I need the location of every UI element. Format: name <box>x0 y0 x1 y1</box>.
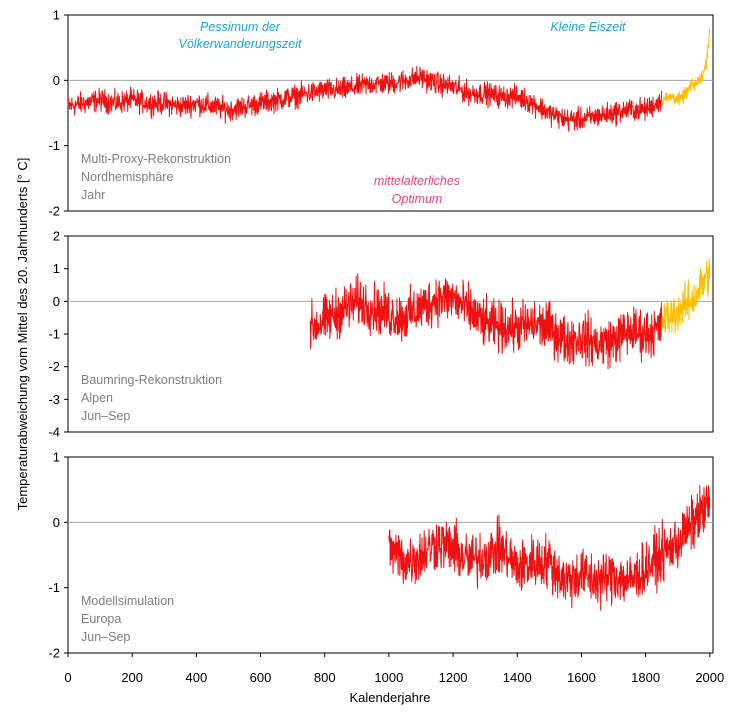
x-tick-label: 1800 <box>631 670 660 685</box>
panel-label-line3: Jun–Sep <box>81 630 130 644</box>
x-axis-label: Kalenderjahre <box>350 690 431 705</box>
annotation-optimum-line1: mittelalterliches <box>374 174 460 188</box>
panel-label-line3: Jahr <box>81 188 105 202</box>
series-group <box>67 29 711 132</box>
y-tick-label: -2 <box>48 359 60 374</box>
y-tick-labels: 1 0 -1 -2 <box>48 450 68 661</box>
panel-multi-proxy: 1 0 -1 -2 Multi-Proxy-Rekonstruktion Nordhe… <box>48 8 714 219</box>
x-tick-label: 1400 <box>503 670 532 685</box>
panel-label-line2: Nordhemisphäre <box>81 170 173 184</box>
panel-label-line2: Europa <box>81 612 121 626</box>
annotation-kleine-eiszeit: Kleine Eiszeit <box>550 20 626 34</box>
x-tick-label: 1600 <box>567 670 596 685</box>
annotation-optimum-line2: Optimum <box>392 192 443 206</box>
x-tick-label: 1000 <box>374 670 403 685</box>
y-tick-labels: 2 1 0 -1 -2 -3 -4 <box>48 229 68 440</box>
y-tick-label: -4 <box>48 425 60 440</box>
x-tick-label: 2000 <box>695 670 724 685</box>
y-axis-label: Temperaturabweichung vom Mittel des 20. … <box>15 158 30 511</box>
x-tick-label: 800 <box>314 670 336 685</box>
x-tick-label: 1200 <box>439 670 468 685</box>
y-tick-label: 0 <box>53 515 60 530</box>
annotation-pessimum-line1: Pessimum der <box>200 20 281 34</box>
y-tick-label: 0 <box>53 73 60 88</box>
y-tick-label: -3 <box>48 392 60 407</box>
y-tick-label: -1 <box>48 138 60 153</box>
panel-label-line1: Modellsimulation <box>81 594 174 608</box>
x-axis-ticks: 0 200 400 600 800 1000 1200 1400 1600 1800 2000 <box>64 653 724 685</box>
panel-frame <box>67 14 714 212</box>
x-tick-label: 400 <box>186 670 208 685</box>
panel-label-line2: Alpen <box>81 391 113 405</box>
annotation-pessimum-line2: Völkerwanderungszeit <box>179 37 303 51</box>
panel-model-simulation: 1 0 -1 -2 Modellsimulation Europa Jun–Sep <box>48 450 714 661</box>
panel-tree-ring: 2 1 0 -1 -2 -3 -4 Baumring-Rekonstruktion Alpe… <box>48 229 714 440</box>
x-tick-label: 0 <box>64 670 71 685</box>
y-tick-labels: 1 0 -1 -2 <box>48 8 68 219</box>
y-tick-label: 1 <box>53 261 60 276</box>
series-line-instrumental <box>661 29 711 106</box>
y-tick-label: -2 <box>48 204 60 219</box>
y-tick-label: -2 <box>48 646 60 661</box>
series-line-reconstruction <box>388 485 711 611</box>
series-group <box>388 485 711 611</box>
y-tick-label: 0 <box>53 294 60 309</box>
y-tick-label: -1 <box>48 327 60 342</box>
series-line-instrumental <box>661 258 711 334</box>
panel-label-line1: Baumring-Rekonstruktion <box>81 373 222 387</box>
y-tick-label: -1 <box>48 580 60 595</box>
panel-frame <box>67 456 714 654</box>
x-tick-label: 600 <box>250 670 272 685</box>
series-line-reconstruction <box>309 272 663 370</box>
series-group <box>309 258 711 370</box>
y-tick-label: 2 <box>53 229 60 244</box>
x-tick-label: 200 <box>121 670 143 685</box>
y-tick-label: 1 <box>53 450 60 465</box>
y-tick-label: 1 <box>53 8 60 23</box>
panel-label-line1: Multi-Proxy-Rekonstruktion <box>81 152 231 166</box>
panel-label-line3: Jun–Sep <box>81 409 130 423</box>
series-line-reconstruction <box>67 65 663 132</box>
